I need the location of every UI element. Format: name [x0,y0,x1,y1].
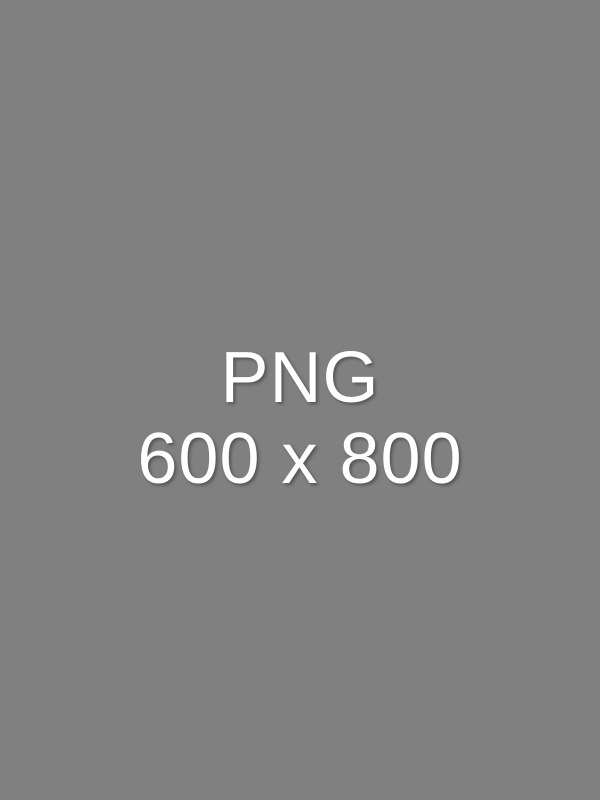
placeholder-size-label: 600 x 800 [137,418,463,499]
placeholder-format-label: PNG [220,337,380,418]
